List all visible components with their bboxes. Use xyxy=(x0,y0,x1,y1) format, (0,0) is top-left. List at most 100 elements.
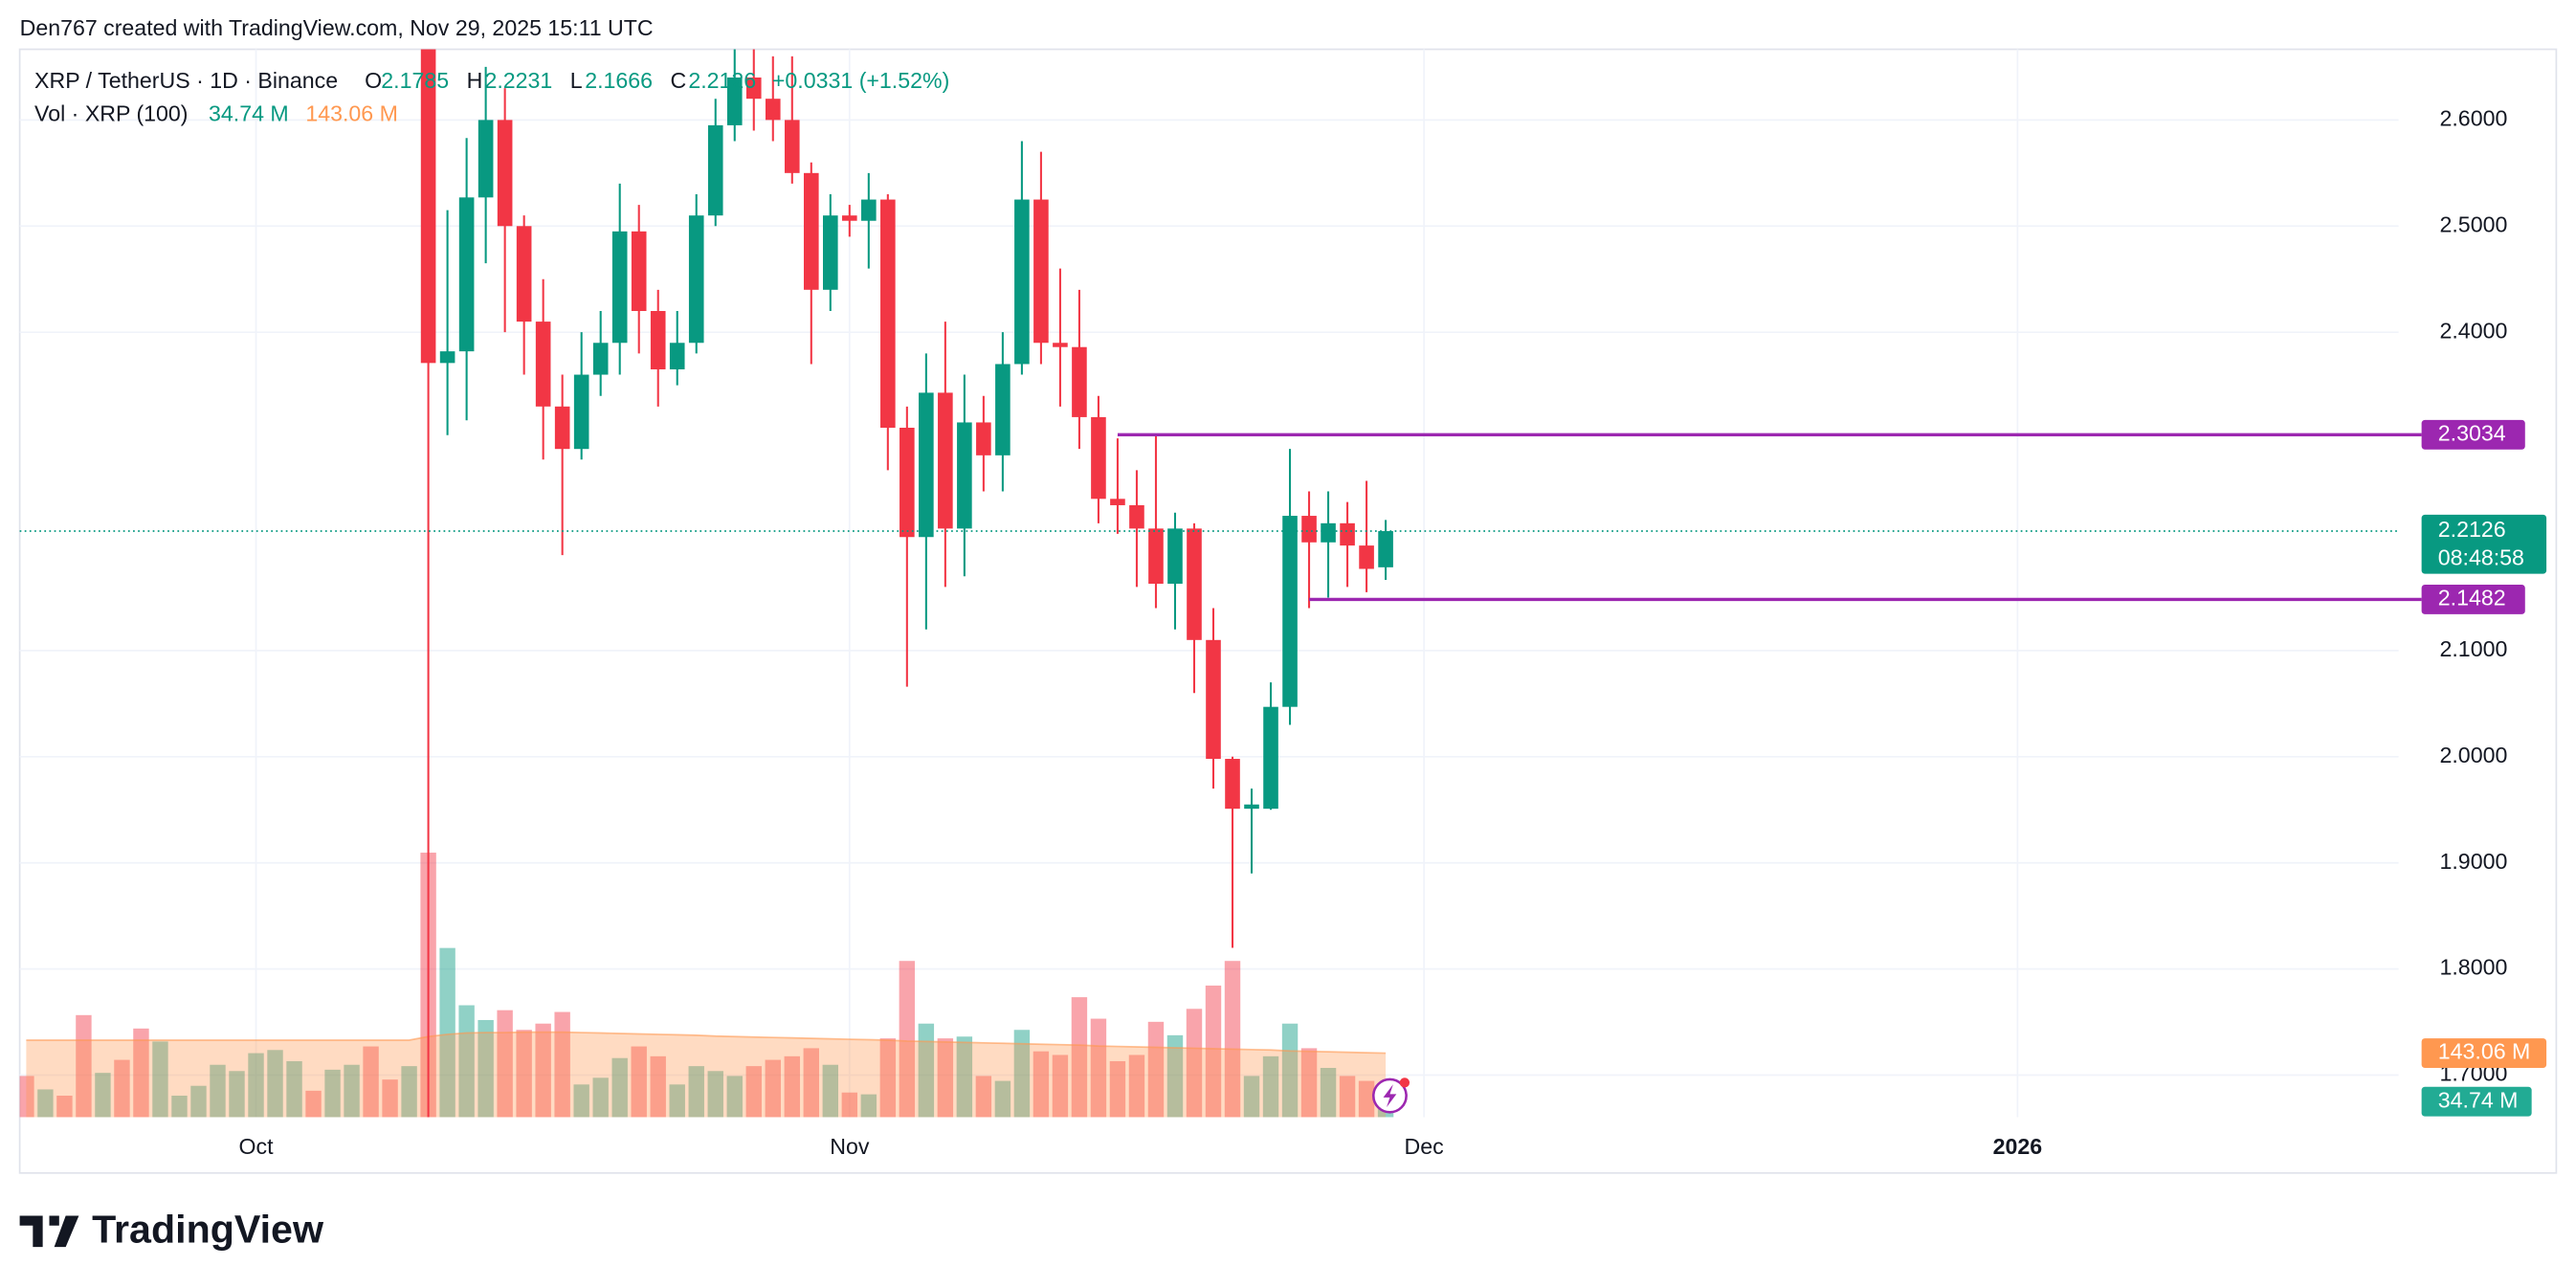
volume-bar xyxy=(803,1048,819,1118)
volume-bar xyxy=(688,1066,704,1118)
grid: 1.70001.80001.90002.00002.10002.40002.50… xyxy=(19,49,2508,1159)
volume-ma-area xyxy=(26,1032,1387,1118)
volume-bar xyxy=(1205,985,1222,1118)
volume-bar xyxy=(1013,1030,1031,1118)
volume-bar xyxy=(1300,1048,1318,1118)
volume-bar xyxy=(37,1089,54,1118)
y-tick-label: 1.8000 xyxy=(2440,955,2508,980)
volume-bar xyxy=(382,1079,398,1118)
volume-bar xyxy=(1243,1076,1260,1118)
volume-ma-value: 143.06 M xyxy=(305,100,398,125)
volume-bar xyxy=(611,1057,628,1118)
level-badge xyxy=(2421,419,2525,450)
x-tick-label: Nov xyxy=(830,1134,870,1159)
candles xyxy=(420,49,1393,1118)
volume-bar xyxy=(439,947,455,1118)
volume-bar xyxy=(726,1076,743,1118)
candle-body xyxy=(1167,528,1183,585)
volume-bar xyxy=(822,1064,839,1118)
volume-bar xyxy=(669,1084,685,1118)
candle-body xyxy=(842,215,857,221)
current-price-label: 2.2126 xyxy=(2438,517,2506,542)
current-price-badge xyxy=(2421,514,2547,574)
volume-bar xyxy=(918,1023,935,1118)
candle-body xyxy=(1072,346,1087,417)
volume-bar xyxy=(650,1055,666,1118)
volume-bar xyxy=(975,1076,992,1118)
header: Den767 created with TradingView.com, Nov… xyxy=(20,15,654,40)
volume-bar xyxy=(516,1030,532,1118)
volume-bar xyxy=(554,1011,570,1118)
candle-body xyxy=(861,199,877,221)
countdown: 08:48:58 xyxy=(2438,544,2524,569)
volume-bar xyxy=(1262,1055,1279,1118)
change: +0.0331 (+1.52%) xyxy=(772,68,949,93)
y-tick-label: 2.6000 xyxy=(2440,105,2508,130)
volume-bar xyxy=(286,1060,302,1118)
volume-badge xyxy=(2421,1038,2547,1068)
volume-bar xyxy=(1339,1076,1356,1118)
volume-bar xyxy=(497,1010,513,1118)
footer-brand: TradingView xyxy=(92,1208,324,1252)
volume-bar xyxy=(1358,1080,1375,1118)
volume-bar xyxy=(1071,997,1088,1118)
candle-body xyxy=(458,197,475,352)
candle-body xyxy=(420,49,436,364)
level-badge xyxy=(2421,584,2525,614)
candle-body xyxy=(745,78,762,100)
candle-body xyxy=(1129,504,1144,529)
volume-badge-label: 34.74 M xyxy=(2438,1087,2519,1112)
x-tick-label: Dec xyxy=(1405,1134,1444,1159)
ohlc-key: H xyxy=(467,68,483,93)
candle-body xyxy=(688,215,704,344)
candle-body xyxy=(726,78,743,125)
candle-body xyxy=(995,364,1010,455)
volume-bar xyxy=(1320,1068,1337,1118)
x-tick-label: 2026 xyxy=(1993,1134,2043,1159)
candle-body xyxy=(554,406,570,450)
volume-bar xyxy=(114,1059,130,1118)
volume-bar xyxy=(133,1028,149,1118)
y-tick-label: 2.5000 xyxy=(2440,211,2508,236)
candle-body xyxy=(919,392,934,538)
candle-body xyxy=(1378,531,1393,567)
candle-body xyxy=(976,422,991,455)
candle-body xyxy=(938,392,953,529)
volume-value: 34.74 M xyxy=(209,100,289,125)
level-label: 2.3034 xyxy=(2438,420,2506,445)
volume-bar xyxy=(305,1090,322,1118)
volume-bar xyxy=(707,1071,723,1118)
volume-title: Vol · XRP (100) xyxy=(34,100,188,125)
volume-pane xyxy=(19,853,1394,1118)
volume-bar xyxy=(363,1046,379,1118)
candle-body xyxy=(1321,522,1336,543)
candle-body xyxy=(880,199,896,428)
volume-bar xyxy=(1090,1018,1107,1118)
candle-body xyxy=(707,124,723,216)
candle-body xyxy=(1244,804,1259,810)
volume-bar xyxy=(190,1085,207,1118)
candle-body xyxy=(592,343,609,375)
volume-bar xyxy=(267,1050,283,1118)
candle-body xyxy=(439,351,455,364)
candle-body xyxy=(1014,199,1030,365)
candle-body xyxy=(1148,528,1164,585)
candle-body xyxy=(1340,522,1355,546)
candle-body xyxy=(957,422,972,529)
volume-bar xyxy=(956,1036,973,1118)
y-tick-label: 1.9000 xyxy=(2440,849,2508,874)
volume-bar xyxy=(229,1071,245,1118)
volume-bar xyxy=(344,1064,360,1118)
candle-body xyxy=(784,120,800,173)
ohlc-value: 2.1785 xyxy=(381,68,449,93)
volume-bar xyxy=(1033,1051,1050,1118)
ohlc-value: 2.2126 xyxy=(688,68,756,93)
symbol: XRP / TetherUS · 1D · Binance xyxy=(34,68,338,93)
ohlc-key: O xyxy=(365,68,382,93)
candle-body xyxy=(573,374,589,450)
candle-body xyxy=(1033,199,1049,344)
candle-body xyxy=(650,311,666,369)
y-tick-label: 2.0000 xyxy=(2440,743,2508,767)
